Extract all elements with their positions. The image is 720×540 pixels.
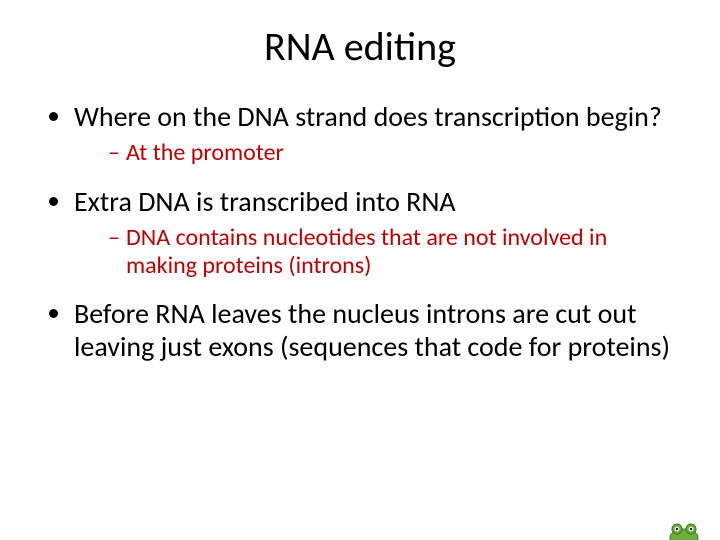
bullet-1-sub-1: At the promoter (108, 139, 680, 167)
bullet-2-sub: DNA contains nucleotides that are not in… (74, 224, 680, 281)
bullet-3-text: Before RNA leaves the nucleus introns ar… (74, 296, 670, 363)
bullet-1-text: Where on the DNA strand does transcripti… (74, 99, 662, 134)
frog-icon (666, 520, 702, 540)
slide-title: RNA editing (0, 22, 720, 71)
bullet-3: Before RNA leaves the nucleus introns ar… (74, 298, 680, 362)
bullet-1: Where on the DNA strand does transcripti… (74, 101, 680, 168)
bullet-list: Where on the DNA strand does transcripti… (40, 101, 680, 363)
bullet-2-text: Extra DNA is transcribed into RNA (74, 184, 456, 219)
bullet-1-sub: At the promoter (74, 139, 680, 167)
bullet-2-sub-1: DNA contains nucleotides that are not in… (108, 224, 680, 281)
bullet-2: Extra DNA is transcribed into RNA DNA co… (74, 186, 680, 281)
slide: RNA editing Where on the DNA strand does… (0, 22, 720, 540)
